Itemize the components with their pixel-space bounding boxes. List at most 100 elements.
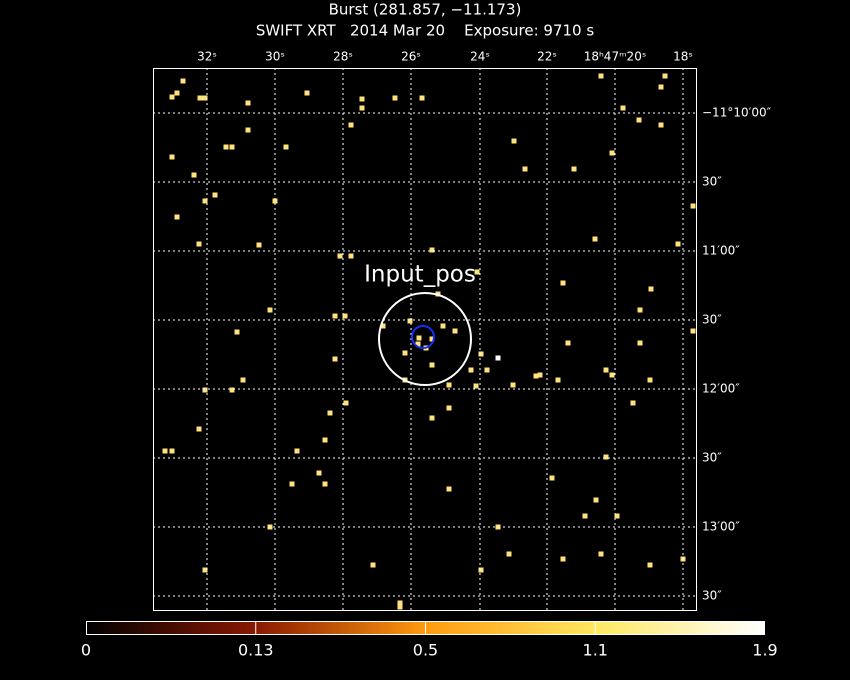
pixel <box>637 307 643 313</box>
pixel <box>560 556 566 562</box>
top-axis-label: 30ˢ <box>265 50 285 64</box>
pixel <box>289 481 295 487</box>
pixel <box>196 241 202 247</box>
pixel <box>549 475 555 481</box>
pixel <box>359 105 365 111</box>
pixel <box>429 247 435 253</box>
pixel <box>202 198 208 204</box>
pixel <box>229 387 235 393</box>
pixel <box>316 470 322 476</box>
pixel <box>468 367 474 373</box>
top-axis-label: 32ˢ <box>197 50 217 64</box>
pixel <box>332 356 338 362</box>
pixel <box>658 84 664 90</box>
position-circle <box>411 325 435 349</box>
pixel <box>647 377 653 383</box>
pixel <box>359 96 365 102</box>
colorbar-label: 0 <box>81 641 91 660</box>
pixel <box>415 341 421 347</box>
pixel <box>511 138 517 144</box>
pixel <box>416 335 422 341</box>
pixel <box>603 367 609 373</box>
pixel <box>429 415 435 421</box>
pixel <box>533 373 539 379</box>
pixel <box>337 253 343 259</box>
colorbar-label: 1.1 <box>583 641 608 660</box>
pixel <box>191 172 197 178</box>
annotation: Input_pos <box>364 262 476 288</box>
top-axis-label: 24ˢ <box>470 50 490 64</box>
colorbar-labels: 0 0.13 0.5 1.1 1.9 <box>81 621 778 660</box>
image-frame <box>153 68 697 611</box>
pixel <box>478 567 484 573</box>
pixel <box>370 562 376 568</box>
pixel <box>348 253 354 259</box>
pixel <box>647 562 653 568</box>
pixel <box>197 95 203 101</box>
pixel <box>637 340 643 346</box>
pixel <box>690 328 696 334</box>
pixel <box>332 313 338 319</box>
pixel <box>565 340 571 346</box>
pixel <box>402 350 408 356</box>
pixel <box>510 382 516 388</box>
pixel <box>473 383 479 389</box>
pixel <box>474 269 480 275</box>
pixel <box>598 73 604 79</box>
pixel <box>174 90 180 96</box>
colorbar-label: 0.13 <box>238 641 274 660</box>
pixel <box>603 454 609 460</box>
right-axis-label: 11′00″ <box>702 244 740 258</box>
pixel <box>397 604 403 610</box>
pixel <box>690 203 696 209</box>
pixel <box>537 372 543 378</box>
pixel <box>256 242 262 248</box>
pixel <box>169 154 175 160</box>
top-axis-label: 22ˢ <box>537 50 557 64</box>
pixel <box>662 73 668 79</box>
pixel <box>229 144 235 150</box>
pixel <box>452 328 458 334</box>
pixel <box>202 567 208 573</box>
title: Burst (281.857, −11.173) <box>329 1 522 19</box>
error-circle <box>378 292 472 386</box>
pixel <box>446 405 452 411</box>
pixel <box>202 95 208 101</box>
right-axis-label: 13′00″ <box>702 520 740 534</box>
right-axis-label: −11°10′00″ <box>702 106 772 120</box>
pixel <box>555 377 561 383</box>
pixel <box>174 214 180 220</box>
top-axis-label: 28ˢ <box>333 50 353 64</box>
pixel <box>234 329 240 335</box>
pixel <box>571 166 577 172</box>
pixel <box>283 144 289 150</box>
pixel <box>582 513 588 519</box>
pixel <box>169 94 175 100</box>
top-axis-label: 18ʰ47ᵐ20ˢ <box>584 50 647 64</box>
right-axis-label: 30″ <box>702 175 722 189</box>
right-axis-label: 30″ <box>702 589 722 603</box>
pixel <box>397 600 403 606</box>
pixel <box>593 497 599 503</box>
pixel <box>322 481 328 487</box>
pixel <box>658 122 664 128</box>
pixel <box>272 198 278 204</box>
pixel <box>675 241 681 247</box>
pixel <box>267 307 273 313</box>
colorbar-label: 0.5 <box>413 641 438 660</box>
pixel <box>202 387 208 393</box>
pixel <box>620 105 626 111</box>
pixel <box>392 95 398 101</box>
pixel <box>592 236 598 242</box>
pixel <box>598 551 604 557</box>
pixel <box>522 166 528 172</box>
pixel <box>304 90 310 96</box>
pixel <box>478 351 484 357</box>
coordinate-grid: 32ˢ 30ˢ 28ˢ 26ˢ 24ˢ 22ˢ 18ʰ47ᵐ20ˢ 18ˢ −11°10′00″… <box>153 50 772 610</box>
pixel <box>240 377 246 383</box>
pixel <box>446 486 452 492</box>
pixel <box>342 313 348 319</box>
photon-pixels <box>162 73 696 610</box>
pixel <box>322 437 328 443</box>
pixel <box>506 551 512 557</box>
